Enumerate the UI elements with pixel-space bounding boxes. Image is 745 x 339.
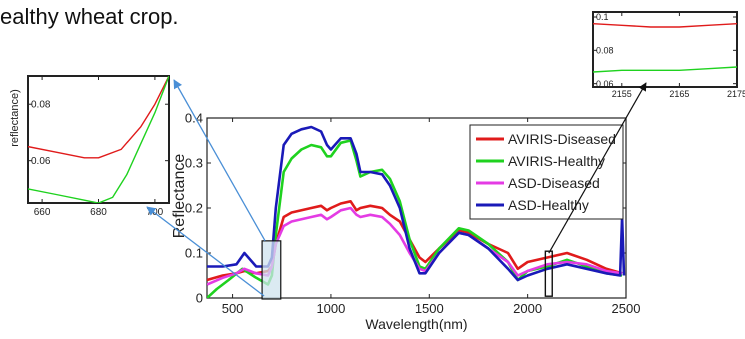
inset-y-axis-label: reflectance) <box>9 89 21 146</box>
legend: AVIRIS-Diseased AVIRIS-Healthy ASD-Disease… <box>469 124 624 220</box>
y-tick-label: 0.2 <box>185 201 203 216</box>
series-group <box>28 76 169 203</box>
legend-entry: AVIRIS-Healthy <box>508 153 605 169</box>
y-tick-label: 0.1 <box>185 246 203 261</box>
x-tick-label: 660 <box>34 207 51 218</box>
x-tick-label: 2000 <box>513 301 542 316</box>
series-group <box>593 23 737 73</box>
y-tick-label: 0.4 <box>185 111 203 126</box>
legend-entry: ASD-Diseased <box>508 175 600 191</box>
x-tick-label: 680 <box>90 207 107 218</box>
series-aviris-diseased-line <box>28 76 169 159</box>
x-tick-label: 1500 <box>415 301 444 316</box>
zoom-arrow-to-left-inset-top <box>173 79 266 242</box>
y-tick-label: 0.06 <box>596 79 614 89</box>
y-axis-label: Reflectance <box>171 154 188 239</box>
legend-box <box>469 124 624 220</box>
legend-entry: AVIRIS-Diseased <box>508 131 616 147</box>
legend-entry: ASD-Healthy <box>508 197 589 213</box>
figure-caption: ealthy wheat crop. <box>0 4 179 29</box>
right-inset-chart: 2155 2165 2175 0.06 0.08 0.1 <box>592 11 745 99</box>
series-aviris-healthy-line <box>593 66 737 73</box>
series-aviris-diseased-line <box>593 23 737 28</box>
x-axis-label: Wavelength(nm) <box>365 316 467 332</box>
y-tick-label: 0.06 <box>31 156 51 167</box>
x-tick-label: 2155 <box>612 89 632 99</box>
x-tick-label: 1000 <box>316 301 345 316</box>
y-tick-label: 0.08 <box>31 100 51 111</box>
zoom-region-visible <box>261 240 282 300</box>
zoom-arrow-to-left-inset-bottom <box>146 206 265 297</box>
series-asd-healthy-line <box>207 125 626 282</box>
x-tick-label: 2165 <box>669 89 689 99</box>
plot-frame <box>592 11 738 88</box>
y-tick-label: 0 <box>196 291 203 306</box>
x-tick-label: 2500 <box>612 301 641 316</box>
y-tick-label: 0.3 <box>185 156 203 171</box>
zoom-annotations <box>146 79 647 297</box>
y-tick-label: 0.08 <box>596 45 614 55</box>
series-aviris-healthy-line <box>28 76 169 203</box>
plot-frame <box>27 75 170 204</box>
y-tick-label: 0.1 <box>596 12 609 22</box>
zoom-arrow-to-right-inset <box>548 82 647 254</box>
main-chart: 500 1000 1500 2000 2500 0 0.1 0.2 0.3 0.4 Waveleng… <box>171 111 640 332</box>
zoom-region-swir <box>544 250 553 297</box>
x-tick-label: 500 <box>222 301 244 316</box>
x-tick-label: 2175 <box>727 89 745 99</box>
